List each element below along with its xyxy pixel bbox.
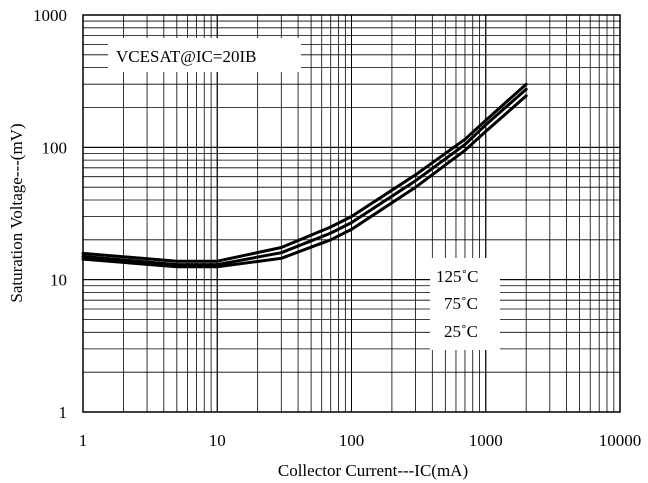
x-tick-label: 1 (79, 431, 88, 450)
x-axis-title: Collector Current---IC(mA) (278, 461, 468, 480)
y-tick-label: 1 (59, 403, 68, 422)
x-tick-label: 100 (339, 431, 365, 450)
series-label-25: 25˚C (444, 322, 478, 341)
y-axis-title: Saturation Voltage---(mV) (7, 123, 26, 302)
annotation-text: VCESAT@IC=20IB (116, 47, 256, 66)
annotation-box (108, 38, 301, 72)
series-line-0 (81, 82, 528, 263)
series-label-75: 75˚C (444, 294, 478, 313)
series-line-2 (81, 94, 528, 269)
series-label-box (430, 258, 500, 350)
y-tick-labels: 1 10 100 1000 (33, 6, 67, 422)
grid (82, 14, 621, 413)
x-tick-label: 10 (209, 431, 226, 450)
x-tick-labels: 1 10 100 1000 10000 (79, 431, 642, 450)
y-tick-label: 10 (50, 271, 67, 290)
series-line-1 (81, 87, 528, 267)
y-tick-label: 100 (42, 138, 68, 157)
plot-frame (82, 14, 621, 413)
x-tick-label: 1000 (469, 431, 503, 450)
y-tick-label: 1000 (33, 6, 67, 25)
series-label-125: 125˚C (436, 267, 479, 286)
x-tick-label: 10000 (599, 431, 642, 450)
series-lines (81, 82, 528, 269)
